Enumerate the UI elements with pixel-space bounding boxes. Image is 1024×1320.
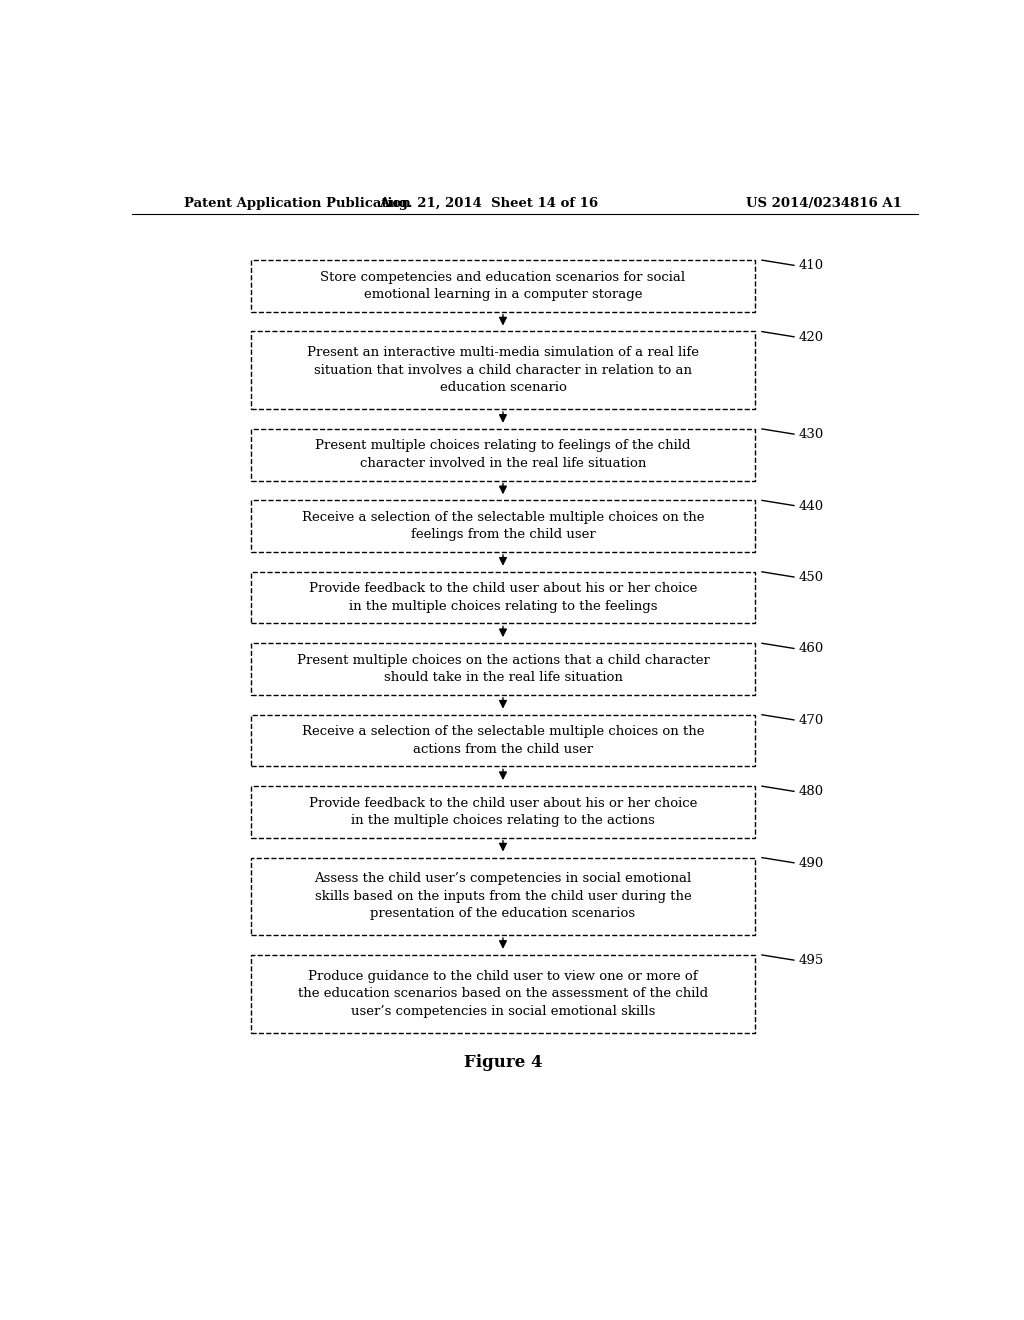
Text: 480: 480	[799, 785, 823, 799]
Text: Present an interactive multi-media simulation of a real life
situation that invo: Present an interactive multi-media simul…	[307, 346, 699, 395]
Text: 470: 470	[799, 714, 823, 727]
Text: Receive a selection of the selectable multiple choices on the
feelings from the : Receive a selection of the selectable mu…	[302, 511, 705, 541]
Text: Present multiple choices relating to feelings of the child
character involved in: Present multiple choices relating to fee…	[315, 440, 691, 470]
Text: 420: 420	[799, 331, 823, 343]
Text: Receive a selection of the selectable multiple choices on the
actions from the c: Receive a selection of the selectable mu…	[302, 725, 705, 756]
Text: 495: 495	[799, 954, 823, 968]
Bar	[251, 787, 755, 838]
Text: 450: 450	[799, 572, 823, 583]
Text: Produce guidance to the child user to view one or more of
the education scenario: Produce guidance to the child user to vi…	[298, 970, 708, 1018]
Bar	[251, 572, 755, 623]
Text: Figure 4: Figure 4	[464, 1055, 543, 1072]
Text: Provide feedback to the child user about his or her choice
in the multiple choic: Provide feedback to the child user about…	[309, 582, 697, 612]
Bar	[251, 954, 755, 1032]
Bar	[251, 643, 755, 694]
Bar	[251, 260, 755, 312]
Bar	[251, 858, 755, 935]
Text: Provide feedback to the child user about his or her choice
in the multiple choic: Provide feedback to the child user about…	[309, 797, 697, 828]
Text: Store competencies and education scenarios for social
emotional learning in a co: Store competencies and education scenari…	[321, 271, 685, 301]
Text: 460: 460	[799, 643, 823, 656]
Text: 430: 430	[799, 428, 823, 441]
Text: US 2014/0234816 A1: US 2014/0234816 A1	[745, 197, 902, 210]
Bar	[251, 331, 755, 409]
Text: 410: 410	[799, 259, 823, 272]
Bar	[251, 429, 755, 480]
Text: 440: 440	[799, 499, 823, 512]
Text: Assess the child user’s competencies in social emotional
skills based on the inp: Assess the child user’s competencies in …	[314, 873, 691, 920]
Text: Present multiple choices on the actions that a child character
should take in th: Present multiple choices on the actions …	[297, 653, 710, 684]
Bar	[251, 714, 755, 767]
Text: Patent Application Publication: Patent Application Publication	[183, 197, 411, 210]
Text: Aug. 21, 2014  Sheet 14 of 16: Aug. 21, 2014 Sheet 14 of 16	[380, 197, 599, 210]
Text: 490: 490	[799, 857, 823, 870]
Bar	[251, 500, 755, 552]
